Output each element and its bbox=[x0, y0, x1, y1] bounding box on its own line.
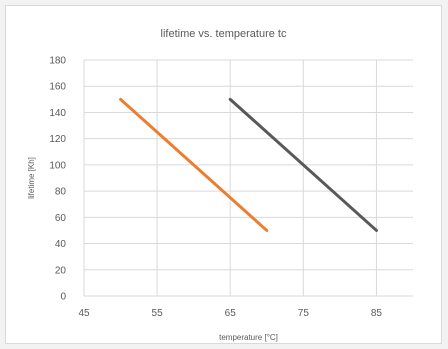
y-tick-label-80: 80 bbox=[55, 187, 67, 198]
chart-area: lifetime vs. temperature tc bbox=[5, 5, 442, 344]
x-tick-label-45: 45 bbox=[78, 308, 90, 319]
y-tick-label-20: 20 bbox=[55, 265, 67, 276]
y-tick-label-140: 140 bbox=[49, 108, 66, 119]
y-tick-label-0: 0 bbox=[60, 292, 66, 303]
x-tick-label-85: 85 bbox=[371, 308, 383, 319]
x-axis-ticks: 45 55 65 75 85 bbox=[78, 308, 382, 319]
x-axis-title: temperature [°C] bbox=[219, 333, 278, 342]
y-tick-label-180: 180 bbox=[49, 56, 66, 67]
chart-title: lifetime vs. temperature tc bbox=[160, 28, 287, 40]
y-tick-label-60: 60 bbox=[55, 213, 67, 224]
x-tick-label-65: 65 bbox=[225, 308, 237, 319]
y-axis-title: lifetime [Kh] bbox=[27, 157, 36, 199]
series-line-2 bbox=[228, 97, 378, 232]
series-group bbox=[119, 97, 378, 232]
series-line-1 bbox=[119, 97, 269, 232]
y-tick-label-100: 100 bbox=[49, 160, 66, 171]
y-tick-label-160: 160 bbox=[49, 82, 66, 93]
y-tick-label-120: 120 bbox=[49, 134, 66, 145]
y-tick-label-40: 40 bbox=[55, 239, 67, 250]
y-axis-ticks: 0 20 40 60 80 100 120 140 160 180 bbox=[49, 56, 66, 303]
x-tick-label-55: 55 bbox=[152, 308, 164, 319]
x-tick-label-75: 75 bbox=[298, 308, 310, 319]
gridlines bbox=[83, 59, 413, 297]
